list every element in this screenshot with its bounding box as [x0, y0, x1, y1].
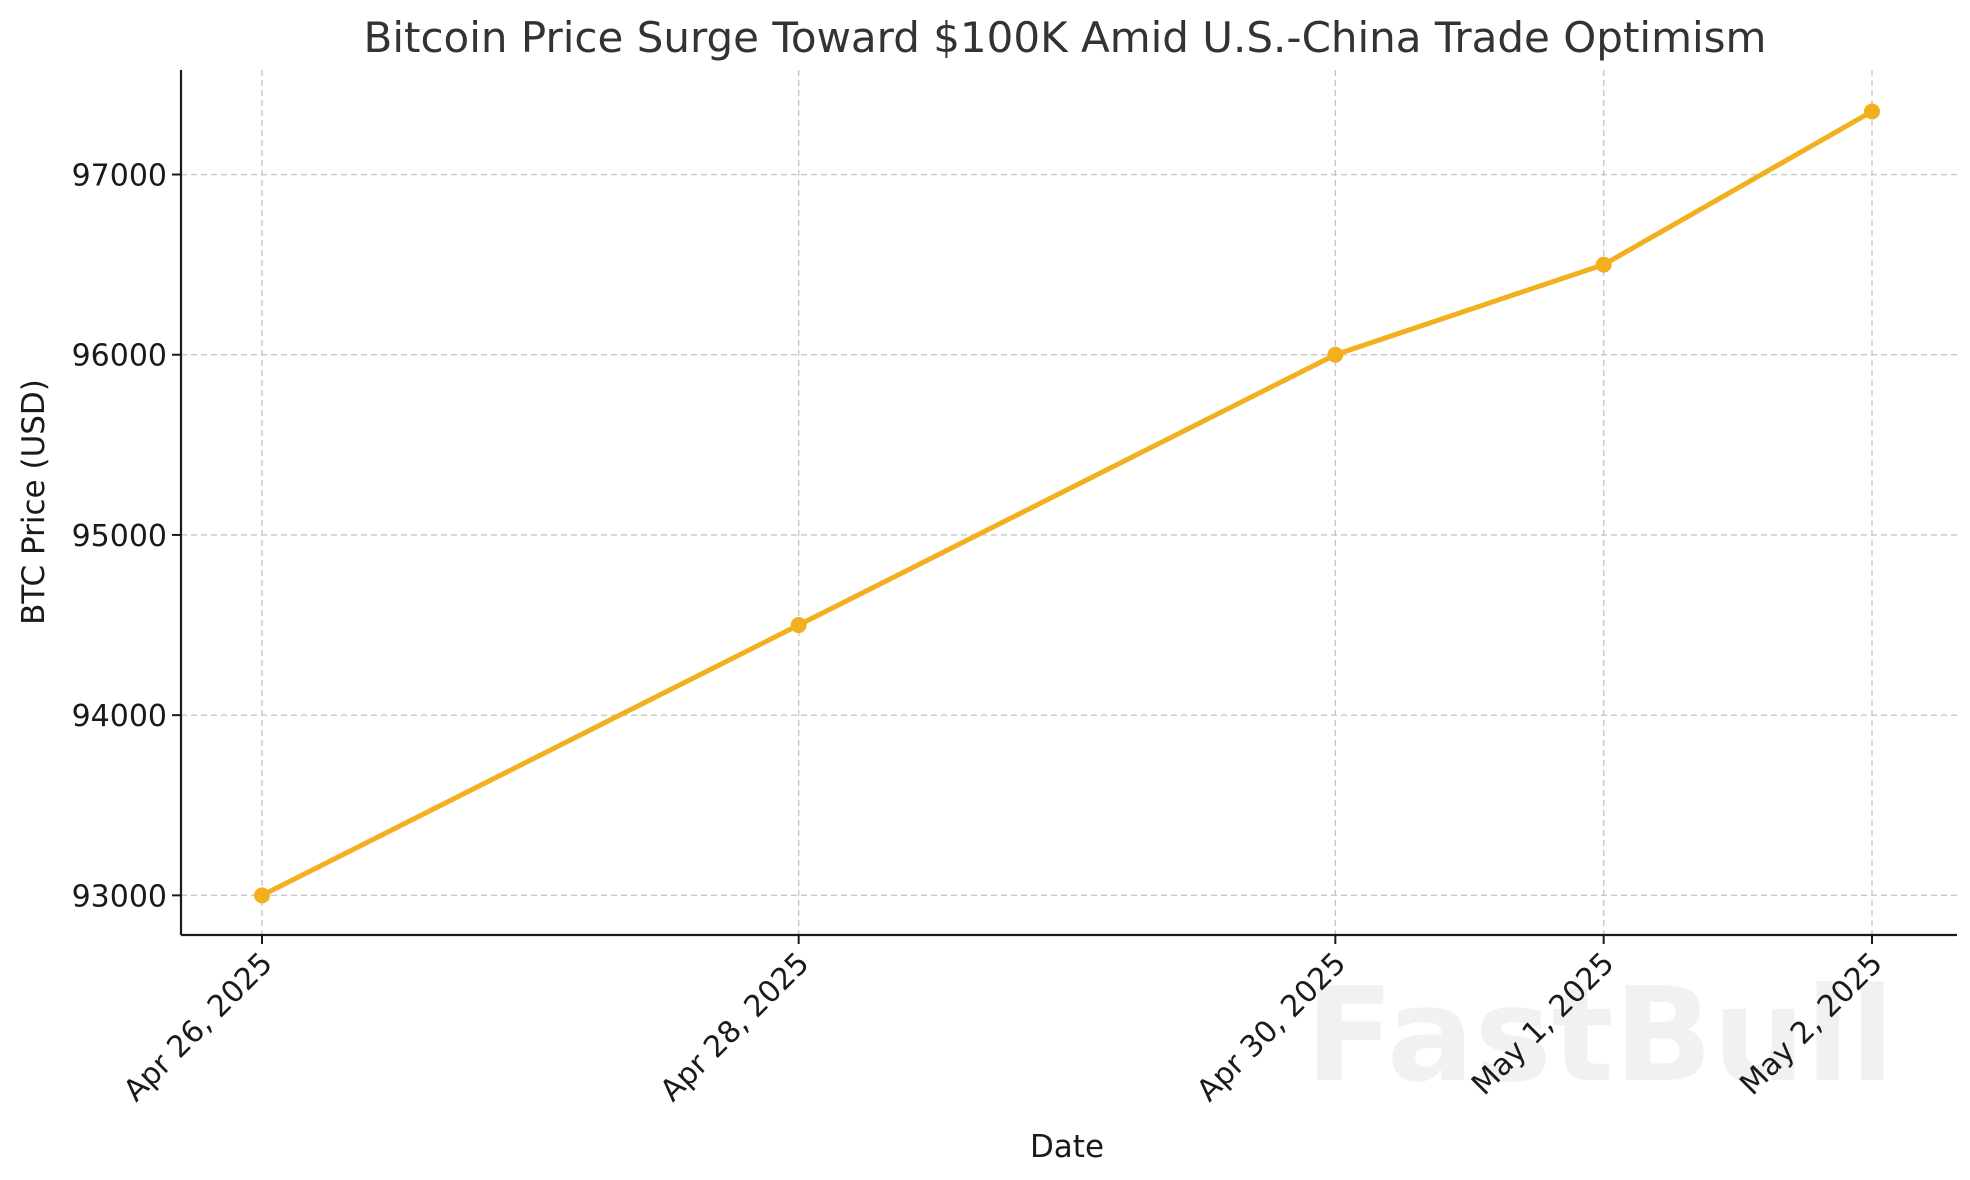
y-axis-label: BTC Price (USD)	[16, 379, 52, 625]
data-point	[790, 617, 807, 634]
series-layer	[254, 103, 1880, 904]
data-point	[254, 887, 270, 904]
grid	[181, 70, 1957, 935]
y-tick-label: 95000	[72, 519, 167, 554]
y-tick-label: 93000	[72, 879, 167, 914]
y-tick-label: 96000	[72, 339, 167, 374]
x-tick-label: Apr 26, 2025	[117, 946, 280, 1109]
watermark: FastBull	[1305, 959, 1894, 1111]
series-line	[259, 108, 1875, 898]
chart-title: Bitcoin Price Surge Toward $100K Amid U.…	[364, 13, 1767, 62]
x-axis-label: Date	[1030, 1129, 1104, 1165]
y-tick-label: 97000	[72, 159, 167, 194]
data-point	[1327, 346, 1344, 363]
x-tick-label: Apr 28, 2025	[654, 946, 817, 1109]
y-tick-label: 94000	[72, 699, 167, 734]
y-axis-ticks: 93000 94000 95000 96000 97000	[72, 159, 181, 914]
data-point	[1864, 103, 1880, 120]
data-point	[1595, 256, 1612, 273]
